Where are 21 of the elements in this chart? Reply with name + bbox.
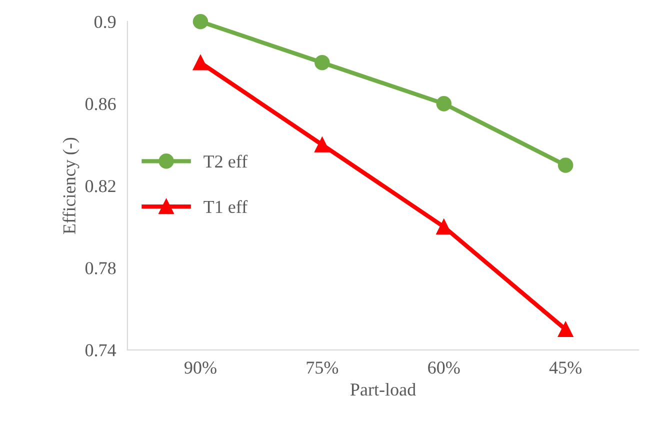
point xyxy=(558,158,574,173)
y-tick-label: 0.78 xyxy=(85,262,116,274)
y-tick-label: 0.74 xyxy=(85,344,116,356)
point xyxy=(192,14,208,30)
x-tick-label: 45% xyxy=(549,362,582,374)
legend-label: T2 eff xyxy=(204,154,248,168)
point xyxy=(436,96,452,112)
point xyxy=(314,55,330,70)
point xyxy=(436,219,452,234)
point xyxy=(192,55,208,70)
x-tick-label: 75% xyxy=(306,362,338,374)
y-tick-label: 0.86 xyxy=(85,98,116,110)
y-tick-label: 0.9 xyxy=(94,16,116,28)
x-tick-label: 90% xyxy=(184,362,216,374)
legend-label: T1 eff xyxy=(204,200,248,214)
point xyxy=(314,137,330,152)
x-tick-label: 60% xyxy=(428,362,460,374)
x-axis-title: Part-load xyxy=(350,382,416,396)
y-axis-title: Efficiency (-) xyxy=(62,138,80,234)
y-tick-label: 0.82 xyxy=(85,180,116,192)
point xyxy=(558,322,574,338)
